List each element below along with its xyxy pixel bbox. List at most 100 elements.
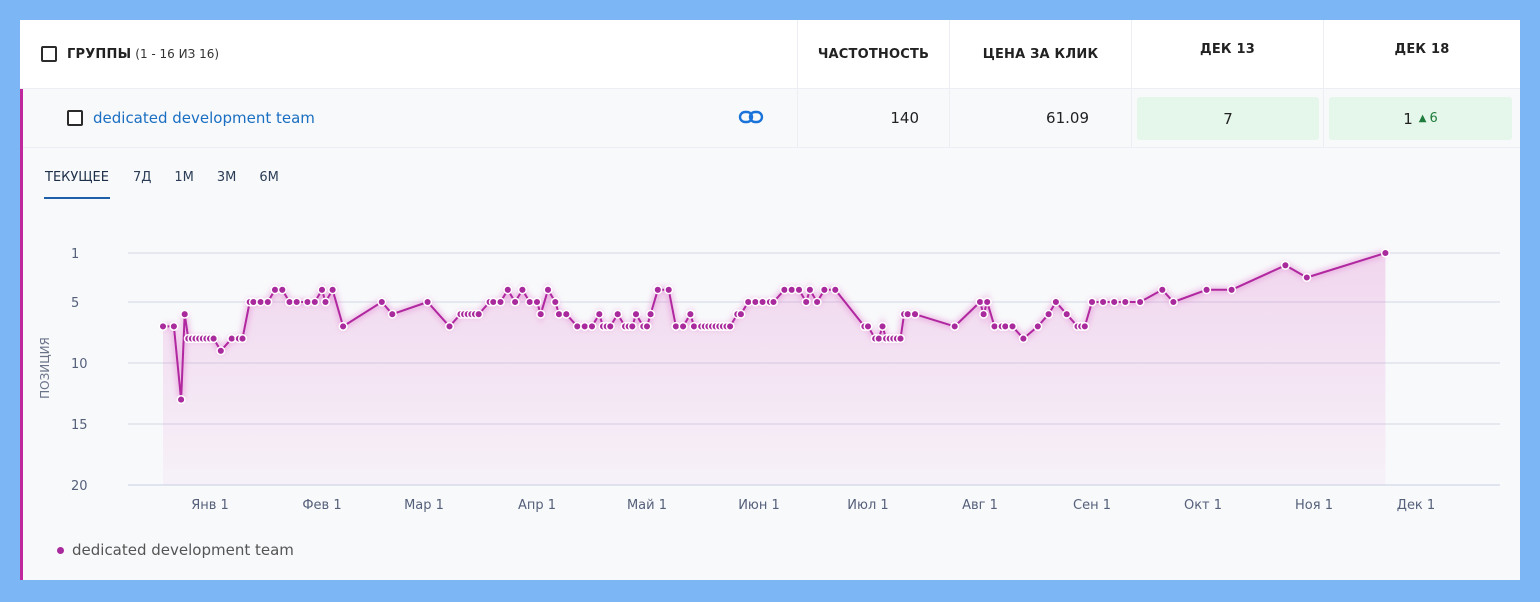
tab-6m[interactable]: 6М (259, 170, 279, 185)
data-point[interactable] (830, 285, 840, 295)
data-point[interactable] (1007, 321, 1018, 331)
data-point[interactable] (1380, 248, 1390, 258)
data-point[interactable] (209, 334, 219, 344)
data-point[interactable] (572, 321, 582, 331)
header-frequency[interactable]: ЧАСТОТНОСТЬ (797, 20, 949, 88)
data-point[interactable] (877, 321, 888, 331)
data-point[interactable] (982, 297, 992, 307)
data-point[interactable] (338, 321, 348, 331)
data-point[interactable] (176, 395, 186, 405)
data-point[interactable] (653, 285, 663, 295)
link-icon[interactable] (738, 109, 764, 129)
data-point[interactable] (423, 297, 433, 307)
data-point[interactable] (536, 309, 546, 319)
tab-7d[interactable]: 7Д (132, 170, 152, 185)
data-point[interactable] (517, 285, 527, 295)
tab-1m[interactable]: 1М (174, 170, 194, 185)
select-all-checkbox[interactable] (41, 46, 57, 62)
data-point[interactable] (169, 321, 179, 331)
row-checkbox[interactable] (67, 110, 83, 126)
data-point[interactable] (895, 334, 906, 344)
header-date-1[interactable]: ДЕК 13 (1131, 20, 1323, 88)
data-point[interactable] (263, 297, 273, 307)
data-point[interactable] (725, 321, 735, 331)
data-point[interactable] (270, 285, 280, 295)
data-point[interactable] (736, 309, 746, 319)
data-point[interactable] (1302, 272, 1312, 283)
table-row[interactable]: dedicated development team 140 61.09 7 1… (20, 89, 1520, 148)
data-point[interactable] (158, 321, 168, 331)
data-point[interactable] (292, 297, 302, 307)
data-point[interactable] (302, 297, 313, 307)
data-point[interactable] (594, 309, 604, 319)
data-point[interactable] (444, 321, 455, 331)
data-point[interactable] (613, 309, 623, 319)
data-point[interactable] (979, 309, 989, 319)
data-point[interactable] (474, 309, 484, 319)
data-point[interactable] (874, 334, 884, 344)
header-date-2[interactable]: ДЕК 18 (1323, 20, 1520, 88)
data-point[interactable] (532, 297, 542, 307)
data-point[interactable] (561, 309, 571, 319)
data-point[interactable] (495, 297, 506, 307)
data-point[interactable] (525, 297, 535, 307)
data-point[interactable] (863, 321, 873, 331)
data-point[interactable] (678, 321, 688, 331)
data-point[interactable] (1168, 297, 1178, 307)
data-point[interactable] (1051, 297, 1061, 307)
data-point[interactable] (550, 297, 560, 307)
data-point[interactable] (237, 334, 248, 344)
data-point[interactable] (1018, 334, 1028, 344)
data-point[interactable] (580, 321, 590, 331)
data-point[interactable] (605, 321, 615, 331)
data-point[interactable] (664, 285, 674, 295)
data-point[interactable] (328, 285, 338, 295)
data-point[interactable] (1080, 321, 1090, 331)
tab-current[interactable]: ТЕКУЩЕЕ (44, 170, 110, 199)
data-point[interactable] (543, 285, 553, 295)
data-point[interactable] (801, 297, 811, 307)
data-point[interactable] (387, 309, 397, 319)
data-point[interactable] (1120, 297, 1130, 307)
data-point[interactable] (787, 285, 797, 295)
data-point[interactable] (1280, 260, 1290, 270)
data-point[interactable] (1098, 297, 1108, 307)
data-point[interactable] (805, 285, 815, 295)
data-point[interactable] (642, 321, 652, 331)
data-point[interactable] (510, 297, 520, 307)
data-point[interactable] (950, 321, 960, 331)
data-point[interactable] (758, 297, 768, 307)
data-point[interactable] (1087, 297, 1097, 307)
data-point[interactable] (768, 297, 779, 307)
data-point[interactable] (310, 297, 320, 307)
data-point[interactable] (554, 309, 564, 319)
data-point[interactable] (1109, 297, 1119, 307)
data-point[interactable] (1135, 297, 1145, 307)
data-point[interactable] (1202, 285, 1212, 295)
header-cpc[interactable]: ЦЕНА ЗА КЛИК (949, 20, 1131, 88)
data-point[interactable] (1227, 285, 1237, 295)
chart-legend[interactable]: dedicated development team (57, 541, 294, 559)
data-point[interactable] (1044, 309, 1054, 319)
data-point[interactable] (646, 309, 656, 319)
data-point[interactable] (587, 321, 597, 331)
data-point[interactable] (819, 285, 829, 295)
data-point[interactable] (1062, 309, 1072, 319)
data-point[interactable] (180, 309, 190, 319)
data-point[interactable] (503, 285, 513, 295)
data-point[interactable] (631, 309, 641, 319)
data-point[interactable] (377, 297, 387, 307)
data-point[interactable] (1033, 321, 1043, 331)
data-point[interactable] (1157, 285, 1167, 295)
data-point[interactable] (317, 285, 327, 295)
data-point[interactable] (627, 321, 637, 331)
keyword-link[interactable]: dedicated development team (93, 109, 315, 127)
data-point[interactable] (320, 297, 331, 307)
data-point[interactable] (277, 285, 287, 295)
data-point[interactable] (903, 309, 913, 319)
data-point[interactable] (910, 309, 920, 319)
data-point[interactable] (685, 309, 695, 319)
data-point[interactable] (812, 297, 822, 307)
data-point[interactable] (779, 285, 789, 295)
data-point[interactable] (794, 285, 804, 295)
